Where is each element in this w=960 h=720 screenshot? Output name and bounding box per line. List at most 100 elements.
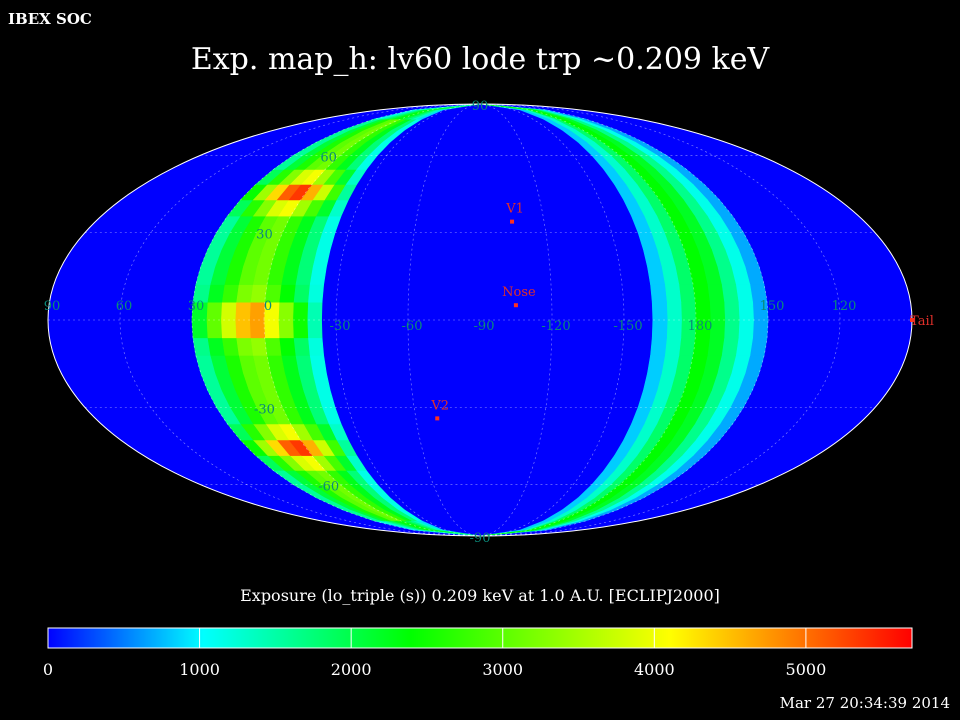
exposure-cell bbox=[293, 284, 310, 303]
exposure-cell bbox=[249, 301, 266, 321]
meridian-line bbox=[191, 104, 481, 536]
marker-v2 bbox=[435, 416, 440, 421]
exposure-cells bbox=[191, 104, 769, 536]
timestamp: Mar 27 20:34:39 2014 bbox=[779, 694, 950, 712]
lon-tick-label: -60 bbox=[402, 319, 423, 334]
exposure-cell bbox=[191, 319, 208, 339]
lat-tick-label: 60 bbox=[320, 150, 337, 165]
exposure-cell bbox=[737, 319, 754, 339]
exposure-cell bbox=[250, 337, 268, 356]
exposure-cell bbox=[234, 319, 251, 339]
meridian-line bbox=[479, 104, 841, 536]
exposure-cell bbox=[235, 284, 254, 303]
exposure-cell bbox=[221, 337, 239, 356]
exposure-cell bbox=[647, 355, 666, 374]
exposure-cell bbox=[678, 284, 696, 303]
exposure-cell bbox=[249, 319, 266, 339]
lat-tick-label: -30 bbox=[254, 402, 275, 417]
meridian-line bbox=[407, 104, 481, 536]
lon-tick-label: 150 bbox=[760, 299, 785, 314]
exposure-cell bbox=[307, 337, 325, 356]
exposure-cell bbox=[235, 337, 254, 356]
exposure-cell bbox=[680, 301, 697, 321]
marker-label-nose: Nose bbox=[502, 285, 536, 300]
exposure-cell bbox=[292, 319, 309, 339]
marker-label-tail: Tail bbox=[910, 314, 934, 329]
lon-tick-label: -90 bbox=[474, 319, 495, 334]
exposure-cell bbox=[278, 284, 296, 303]
exposure-cell bbox=[735, 337, 754, 356]
lat-tick-label: -90 bbox=[470, 531, 491, 546]
exposure-cell bbox=[264, 337, 282, 356]
exposure-cell bbox=[647, 266, 666, 285]
exposure-cell bbox=[651, 301, 668, 321]
exposure-cell bbox=[666, 319, 682, 339]
colorbar-tick-label: 0 bbox=[42, 660, 54, 679]
org-label: IBEX SOC bbox=[8, 10, 92, 28]
lat-tick-label: -60 bbox=[318, 480, 339, 495]
exposure-cell bbox=[651, 319, 668, 339]
exposure-cell bbox=[206, 319, 223, 339]
exposure-cell bbox=[479, 104, 534, 111]
lon-tick-label: 60 bbox=[116, 299, 133, 314]
exposure-cell bbox=[293, 337, 310, 356]
exposure-cell bbox=[692, 284, 710, 303]
exposure-cell bbox=[306, 301, 323, 321]
markers: Nose V1 V2 Tail bbox=[430, 202, 934, 421]
exposure-cell bbox=[694, 301, 711, 321]
marker-tail bbox=[910, 318, 914, 322]
exposure-cell bbox=[307, 284, 325, 303]
exposure-cell bbox=[721, 337, 739, 356]
exposure-cell bbox=[292, 301, 309, 321]
exposure-cell bbox=[278, 301, 294, 321]
exposure-cell bbox=[666, 301, 682, 321]
marker-label-v1: V1 bbox=[505, 202, 524, 217]
exposure-cell bbox=[706, 284, 725, 303]
colorbar-tick-label: 3000 bbox=[482, 660, 524, 679]
colorbar bbox=[47, 627, 913, 649]
marker-v1 bbox=[510, 219, 515, 224]
lon-tick-label: 180 bbox=[688, 319, 713, 334]
exposure-cell bbox=[737, 301, 754, 321]
colorbar-tick-label: 2000 bbox=[330, 660, 372, 679]
colorbar-tick-label: 1000 bbox=[179, 660, 220, 679]
colorbar-tick-label: 5000 bbox=[785, 660, 827, 679]
exposure-cell bbox=[263, 319, 280, 339]
lon-tick-label: -150 bbox=[613, 319, 642, 334]
exposure-cell bbox=[278, 319, 294, 339]
exposure-cell bbox=[278, 337, 296, 356]
exposure-cell bbox=[721, 284, 739, 303]
exposure-cell bbox=[692, 337, 710, 356]
lon-tick-label: 90 bbox=[44, 299, 61, 314]
exposure-cell bbox=[412, 104, 481, 111]
exposure-cell bbox=[220, 301, 237, 321]
exposure-cell bbox=[678, 337, 696, 356]
exposure-cell bbox=[709, 301, 726, 321]
lon-tick-label: 30 bbox=[188, 299, 205, 314]
lon-tick-label: -30 bbox=[330, 319, 351, 334]
exposure-cell bbox=[664, 284, 682, 303]
lon-tick-label: 120 bbox=[832, 299, 857, 314]
meridian-line bbox=[479, 104, 697, 536]
chart-title: Exp. map_h: lv60 lode trp ~0.209 keV bbox=[190, 42, 770, 77]
marker-nose bbox=[513, 303, 518, 308]
colorbar-label: Exposure (lo_triple (s)) 0.209 keV at 1.… bbox=[240, 586, 720, 605]
marker-label-v2: V2 bbox=[430, 398, 449, 413]
exposure-cell bbox=[306, 319, 323, 339]
lon-tick-label: -120 bbox=[541, 319, 570, 334]
graticule-labels: 60 30 0 -30 -60 -90 -120 -150 180 150 120 90 90 60 30 -… bbox=[44, 99, 857, 546]
exposure-cell bbox=[706, 337, 725, 356]
exposure-cell bbox=[664, 337, 682, 356]
lat-tick-label: 30 bbox=[256, 228, 273, 243]
exposure-cell bbox=[206, 301, 223, 321]
colorbar-gradient bbox=[47, 627, 913, 649]
lon-tick-label: 0 bbox=[264, 299, 272, 314]
exposure-cell bbox=[192, 337, 211, 356]
exposure-cell bbox=[723, 319, 740, 339]
exposure-cell bbox=[735, 284, 754, 303]
exposure-cell bbox=[234, 301, 251, 321]
exposure-cell bbox=[650, 337, 667, 356]
exposure-cell bbox=[221, 284, 239, 303]
exposure-cell bbox=[752, 319, 769, 339]
